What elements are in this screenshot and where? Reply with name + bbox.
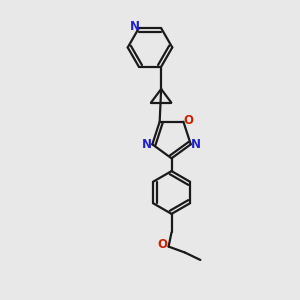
Text: N: N <box>191 138 201 152</box>
Text: N: N <box>130 20 140 33</box>
Text: O: O <box>157 238 167 251</box>
Text: O: O <box>184 114 194 127</box>
Text: N: N <box>142 138 152 152</box>
